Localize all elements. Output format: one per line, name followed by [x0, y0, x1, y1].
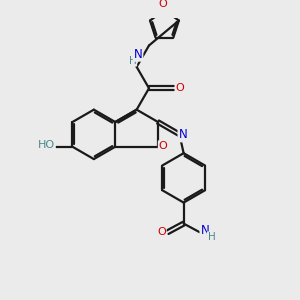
Text: H: H [208, 232, 215, 242]
Text: O: O [159, 0, 167, 9]
Text: O: O [176, 83, 184, 93]
Text: HO: HO [38, 140, 55, 150]
Text: N: N [178, 128, 187, 141]
Text: H: H [129, 56, 136, 66]
Text: N: N [134, 48, 142, 61]
Text: O: O [157, 227, 166, 237]
Text: O: O [159, 141, 167, 151]
Text: N: N [200, 224, 209, 237]
